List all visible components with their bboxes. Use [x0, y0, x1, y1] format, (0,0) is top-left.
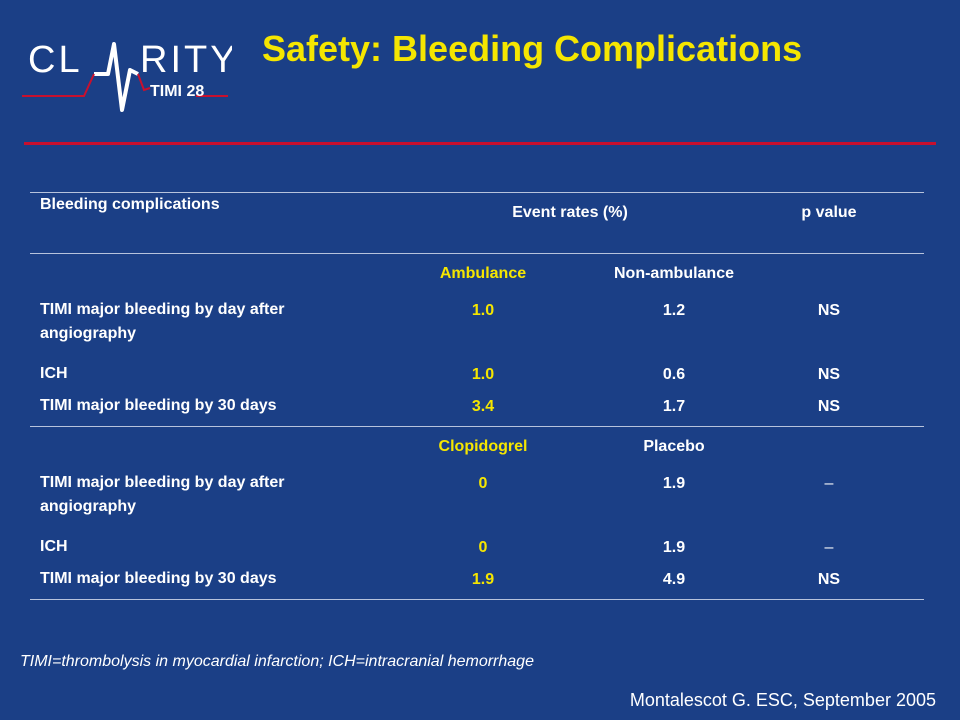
clarity-logo: CL RITY TIMI 28 — [22, 39, 232, 112]
svg-text:CL: CL — [28, 39, 83, 81]
value-p: NS — [817, 366, 841, 383]
value-placebo: 1.9 — [662, 539, 686, 556]
group-header-row: Clopidogrel Placebo — [30, 427, 924, 471]
table-rule — [30, 192, 924, 193]
value-non-ambulance: 1.7 — [662, 398, 686, 415]
value-placebo: 4.9 — [662, 571, 686, 588]
table-row: ICH 1.0 0.6 NS — [30, 362, 924, 394]
table-row: TIMI major bleeding by day after angiogr… — [30, 298, 924, 362]
header-p-value: p value — [801, 204, 857, 221]
value-clopidogrel: 0 — [478, 475, 488, 492]
value-clopidogrel: 1.9 — [471, 571, 495, 588]
table-rule — [30, 253, 924, 254]
value-p: – — [824, 539, 834, 556]
value-p: NS — [817, 571, 841, 588]
citation: Montalescot G. ESC, September 2005 — [629, 690, 936, 710]
group-label-ambulance: Ambulance — [439, 265, 527, 282]
value-ambulance: 3.4 — [471, 398, 495, 415]
page-title: Safety: Bleeding Complications — [262, 28, 803, 69]
table-header-row: Bleeding complications Event rates (%) p… — [30, 193, 924, 253]
value-ambulance: 1.0 — [471, 302, 495, 319]
value-clopidogrel: 0 — [478, 539, 488, 556]
table-row: TIMI major bleeding by 30 days 3.4 1.7 N… — [30, 394, 924, 426]
row-label: TIMI major bleeding by day after angiogr… — [40, 301, 285, 342]
header-event-rates: Event rates (%) — [512, 204, 628, 221]
bleeding-table: Bleeding complications Event rates (%) p… — [30, 192, 924, 600]
divider-rule — [24, 142, 936, 145]
table-row: TIMI major bleeding by day after angiogr… — [30, 471, 924, 535]
value-p: NS — [817, 398, 841, 415]
row-label: TIMI major bleeding by day after angiogr… — [40, 474, 285, 515]
table-rule — [30, 426, 924, 427]
value-placebo: 1.9 — [662, 475, 686, 492]
row-label: TIMI major bleeding by 30 days — [40, 397, 277, 414]
group-label-non-ambulance: Non-ambulance — [613, 265, 734, 282]
group-header-row: Ambulance Non-ambulance — [30, 254, 924, 298]
row-label: ICH — [40, 365, 68, 382]
table-row: ICH 0 1.9 – — [30, 535, 924, 567]
table-rule — [30, 599, 924, 600]
svg-text:TIMI 28: TIMI 28 — [150, 83, 204, 100]
value-p: NS — [817, 302, 841, 319]
header-bleeding-complications: Bleeding complications — [40, 196, 220, 213]
value-p: – — [824, 475, 834, 492]
footnote: TIMI=thrombolysis in myocardial infarcti… — [20, 653, 534, 670]
group-label-clopidogrel: Clopidogrel — [438, 438, 528, 455]
value-non-ambulance: 1.2 — [662, 302, 686, 319]
svg-text:RITY: RITY — [140, 39, 232, 81]
row-label: TIMI major bleeding by 30 days — [40, 570, 277, 587]
value-ambulance: 1.0 — [471, 366, 495, 383]
group-label-placebo: Placebo — [643, 438, 705, 455]
table-row: TIMI major bleeding by 30 days 1.9 4.9 N… — [30, 567, 924, 599]
value-non-ambulance: 0.6 — [662, 366, 686, 383]
row-label: ICH — [40, 538, 68, 555]
